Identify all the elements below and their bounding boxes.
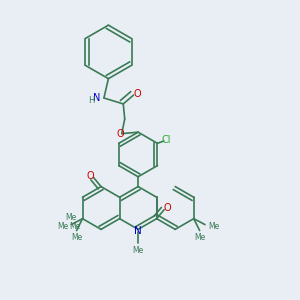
Text: N: N [93,93,100,103]
Text: O: O [116,129,124,139]
Text: Me: Me [65,213,76,222]
Text: H: H [88,97,94,106]
Text: Me: Me [208,222,219,231]
Text: Cl: Cl [162,135,171,145]
Text: N: N [134,226,142,236]
Text: Me: Me [133,246,144,255]
Text: O: O [164,203,172,213]
Text: Me: Me [71,233,82,242]
Text: O: O [134,88,141,98]
Text: Me: Me [194,233,205,242]
Text: Me: Me [57,222,68,231]
Text: O: O [86,171,94,181]
Text: Me: Me [70,222,81,231]
